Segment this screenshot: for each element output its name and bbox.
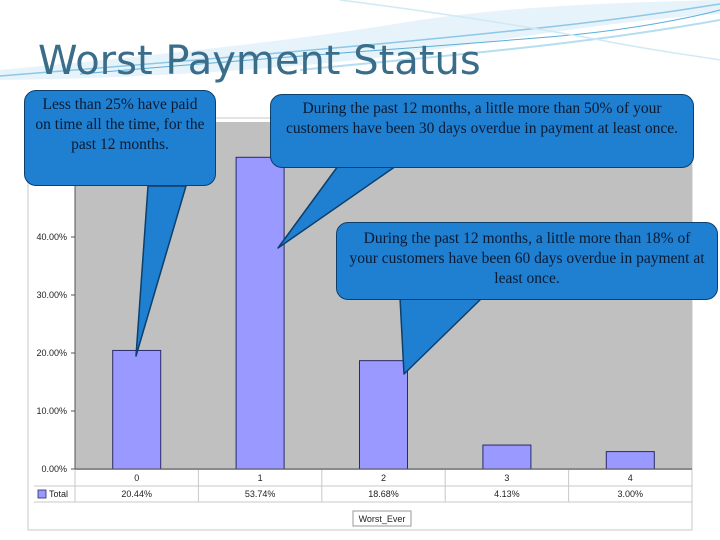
bar-4 xyxy=(605,451,655,470)
y-tick-label: 10.00% xyxy=(36,406,67,416)
callout-30-days-overdue: During the past 12 months, a little more… xyxy=(270,94,694,168)
bar-3 xyxy=(482,444,532,470)
data-label: 20.44% xyxy=(121,489,152,499)
x-axis-title-box: Worst_Ever xyxy=(352,510,412,527)
bar-1 xyxy=(235,156,285,470)
decorative-swoosh-header xyxy=(0,0,720,80)
callout-pointer-1 xyxy=(135,185,187,357)
y-tick-label: 40.00% xyxy=(36,232,67,242)
x-tick-label: 0 xyxy=(134,473,139,483)
x-axis-title-frame xyxy=(352,510,412,527)
callout-on-time: Less than 25% have paid on time all the … xyxy=(24,90,216,186)
legend-label: Total xyxy=(49,489,68,499)
y-tick-label: 0.00% xyxy=(41,464,67,474)
callout-60-days-overdue: During the past 12 months, a little more… xyxy=(336,222,718,300)
bar-0 xyxy=(112,349,162,470)
data-label: 4.13% xyxy=(494,489,520,499)
page-title: Worst Payment Status xyxy=(38,38,481,84)
data-label: 53.74% xyxy=(245,489,276,499)
x-tick-label: 2 xyxy=(381,473,386,483)
y-tick-label: 20.00% xyxy=(36,348,67,358)
data-label: 3.00% xyxy=(618,489,644,499)
x-tick-label: 1 xyxy=(258,473,263,483)
data-label: 18.68% xyxy=(368,489,399,499)
x-tick-label: 4 xyxy=(628,473,633,483)
callout-pointers xyxy=(135,165,483,375)
bar-2 xyxy=(359,360,408,470)
data-table: 0 20.44% 1 53.74% 2 18.68% 3 4.13% 4 3.00% Total xyxy=(34,470,693,503)
y-tick-label: 30.00% xyxy=(36,290,67,300)
x-tick-label: 3 xyxy=(504,473,509,483)
x-axis-title: Worst_Ever xyxy=(359,514,406,524)
legend-swatch xyxy=(37,489,47,499)
bars xyxy=(112,156,655,470)
